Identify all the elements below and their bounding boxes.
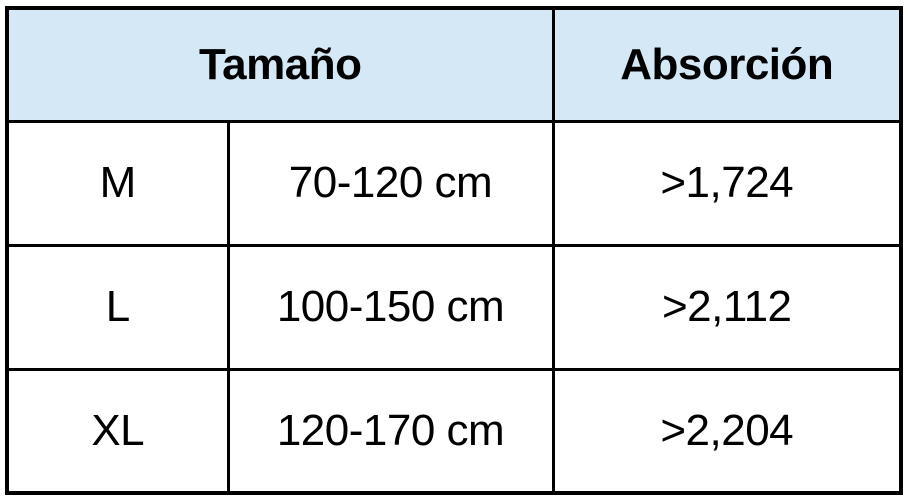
header-row: Tamaño Absorción — [5, 6, 903, 123]
cell-absorption: >2,112 — [551, 243, 903, 371]
cell-size: L — [5, 243, 230, 371]
column-header-size: Tamaño — [5, 6, 555, 123]
cell-absorption: >1,724 — [551, 119, 903, 247]
cell-size: M — [5, 119, 230, 247]
cell-absorption: >2,204 — [551, 367, 903, 495]
table-header: Tamaño Absorción — [5, 6, 903, 123]
table-body: M 70-120 cm >1,724 L 100-150 cm >2,112 X… — [5, 119, 903, 495]
table-row: XL 120-170 cm >2,204 — [5, 367, 903, 495]
table-row: L 100-150 cm >2,112 — [5, 243, 903, 371]
column-header-absorption: Absorción — [551, 6, 903, 123]
cell-size-range: 70-120 cm — [226, 119, 555, 247]
cell-size: XL — [5, 367, 230, 495]
cell-size-range: 120-170 cm — [226, 367, 555, 495]
cell-size-range: 100-150 cm — [226, 243, 555, 371]
size-absorption-table: Tamaño Absorción M 70-120 cm >1,724 L 10… — [5, 6, 903, 495]
table-row: M 70-120 cm >1,724 — [5, 119, 903, 247]
